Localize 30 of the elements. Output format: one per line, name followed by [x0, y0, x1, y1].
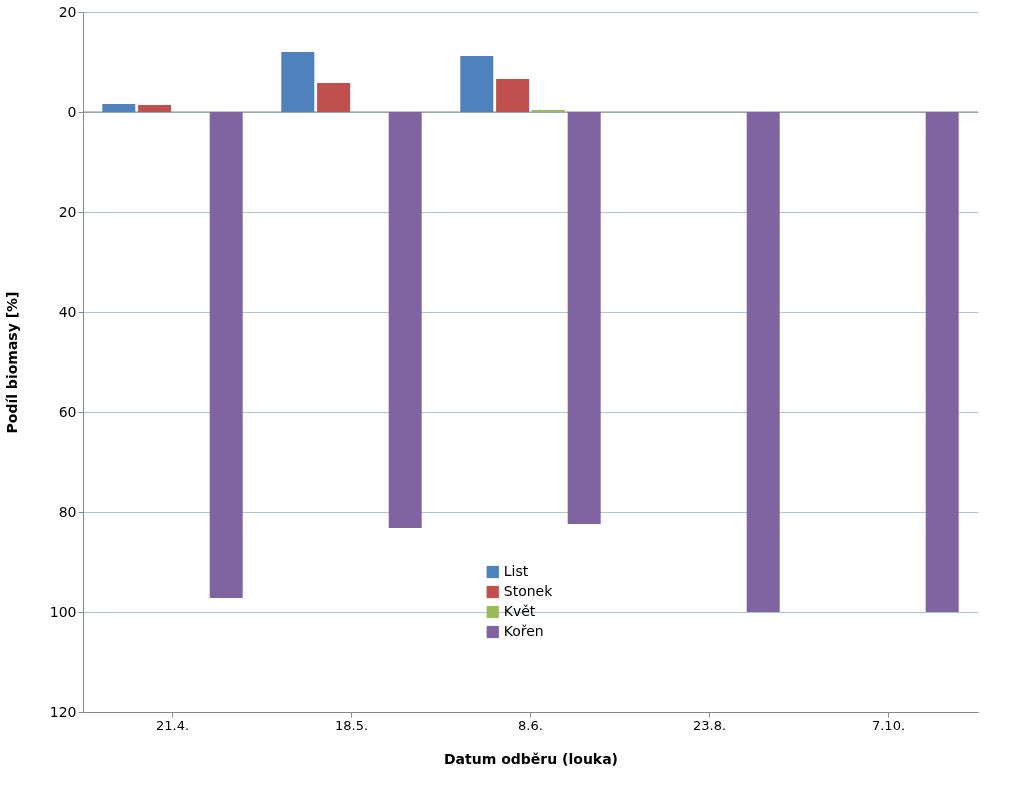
y-axis-title: Podíl biomasy [%] [3, 291, 20, 434]
legend-label: List [503, 563, 529, 579]
bar [209, 112, 243, 598]
y-tick-label: 0 [67, 103, 77, 120]
bar [567, 112, 601, 524]
y-tick-label: 120 [49, 703, 77, 720]
y-tick-label: 60 [58, 403, 77, 420]
x-tick-label: 7.10. [871, 717, 906, 733]
x-tick-label: 8.6. [518, 717, 543, 733]
x-tick-label: 21.4. [155, 717, 190, 733]
bar [317, 83, 351, 112]
bar [281, 52, 315, 112]
bar [925, 112, 959, 612]
bar [102, 104, 136, 112]
y-tick-label: 100 [49, 603, 77, 620]
y-tick-label: 40 [58, 303, 77, 320]
x-tick-label: 23.8. [692, 717, 727, 733]
bar [460, 56, 494, 112]
bar [388, 112, 422, 528]
bar [138, 105, 172, 112]
y-tick-label: 20 [58, 3, 77, 20]
x-tick-label: 18.5. [334, 717, 369, 733]
y-tick-label: 80 [58, 503, 77, 520]
x-axis-title: Datum odběru (louka) [443, 750, 619, 767]
bar [746, 112, 780, 612]
legend-label: Kořen [503, 623, 544, 639]
legend-label: Květ [503, 603, 536, 619]
y-tick-label: 20 [58, 203, 77, 220]
legend-label: Stonek [503, 583, 554, 599]
bar [496, 79, 530, 112]
